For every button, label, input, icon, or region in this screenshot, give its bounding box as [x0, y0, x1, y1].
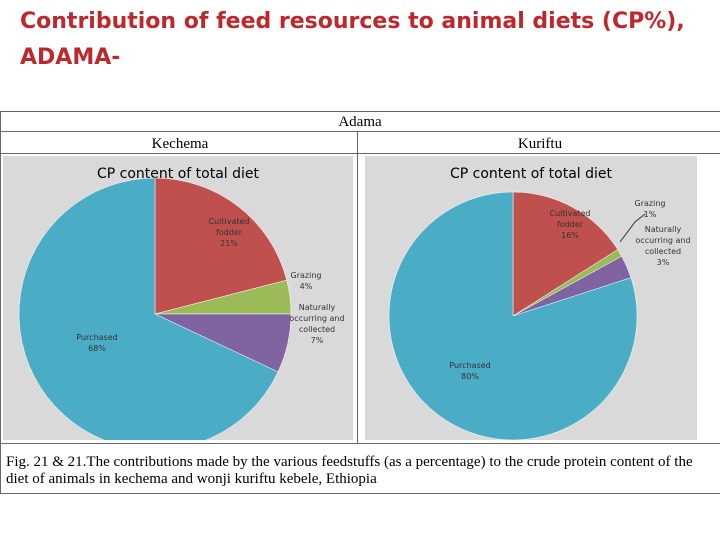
kechema-chart-panel: CP content of total diet Cultivated fodd…	[3, 156, 353, 440]
kuriftu-label-grazing: Grazing 1%	[630, 198, 670, 220]
slice-value: 68%	[88, 344, 106, 353]
pie-slice-cultivated-fodder	[512, 191, 619, 317]
kechema-pie-chart	[18, 177, 292, 440]
table-caption-divider	[0, 443, 720, 444]
slice-value: 7%	[310, 336, 324, 345]
slice-value: 16%	[561, 231, 579, 240]
slice-name: Grazing	[634, 199, 666, 208]
table-border-left	[0, 111, 1, 494]
kechema-label-grazing: Grazing 4%	[286, 270, 326, 292]
kechema-chart-title: CP content of total diet	[96, 166, 259, 182]
kuriftu-label-purchased: Purchased 80%	[445, 360, 495, 382]
slice-name: Cultivated fodder	[549, 209, 591, 229]
slice-name: Naturally occurring and collected	[635, 225, 691, 256]
slice-value: 4%	[299, 282, 313, 291]
slice-value: 21%	[220, 239, 238, 248]
kuriftu-chart-title: CP content of total diet	[449, 166, 612, 182]
kuriftu-label-naturally-occurring: Naturally occurring and collected 3%	[631, 224, 695, 268]
table-border-top	[0, 111, 720, 112]
kuriftu-label-cultivated-fodder: Cultivated fodder 16%	[540, 208, 600, 241]
slice-value: 80%	[461, 372, 479, 381]
slice-value: 1%	[643, 210, 657, 219]
kuriftu-chart-panel: CP content of total diet Cultivated fodd…	[365, 156, 697, 440]
table-column-divider	[357, 131, 358, 443]
slice-name: Purchased	[76, 333, 118, 342]
kechema-label-purchased: Purchased 68%	[72, 332, 122, 354]
kuriftu-pie-chart	[388, 191, 638, 440]
slide-title: Contribution of feed resources to animal…	[20, 9, 685, 70]
table-header-adama: Adama	[338, 114, 382, 130]
pie-slice-purchased	[18, 177, 279, 440]
table-row-divider	[0, 131, 720, 132]
slice-name: Grazing	[290, 271, 322, 280]
kechema-label-naturally-occurring: Naturally occurring and collected 7%	[287, 302, 347, 346]
pie-slice-purchased	[388, 191, 638, 440]
table-border-bottom	[0, 493, 720, 494]
pie-slice-cultivated-fodder	[154, 177, 288, 315]
slice-name: Cultivated fodder	[208, 217, 250, 237]
slice-name: Naturally occurring and collected	[289, 303, 345, 334]
slice-name: Purchased	[449, 361, 491, 370]
figure-caption: Fig. 21 & 21.The contributions made by t…	[6, 454, 693, 487]
table-header-kechema: Kechema	[151, 136, 209, 152]
kechema-label-cultivated-fodder: Cultivated fodder 21%	[199, 216, 259, 249]
slice-value: 3%	[656, 258, 670, 267]
table-row-divider	[0, 153, 720, 154]
table-header-kuriftu: Kuriftu	[517, 136, 563, 152]
figure-table: Adama Kechema Kuriftu	[0, 111, 720, 494]
